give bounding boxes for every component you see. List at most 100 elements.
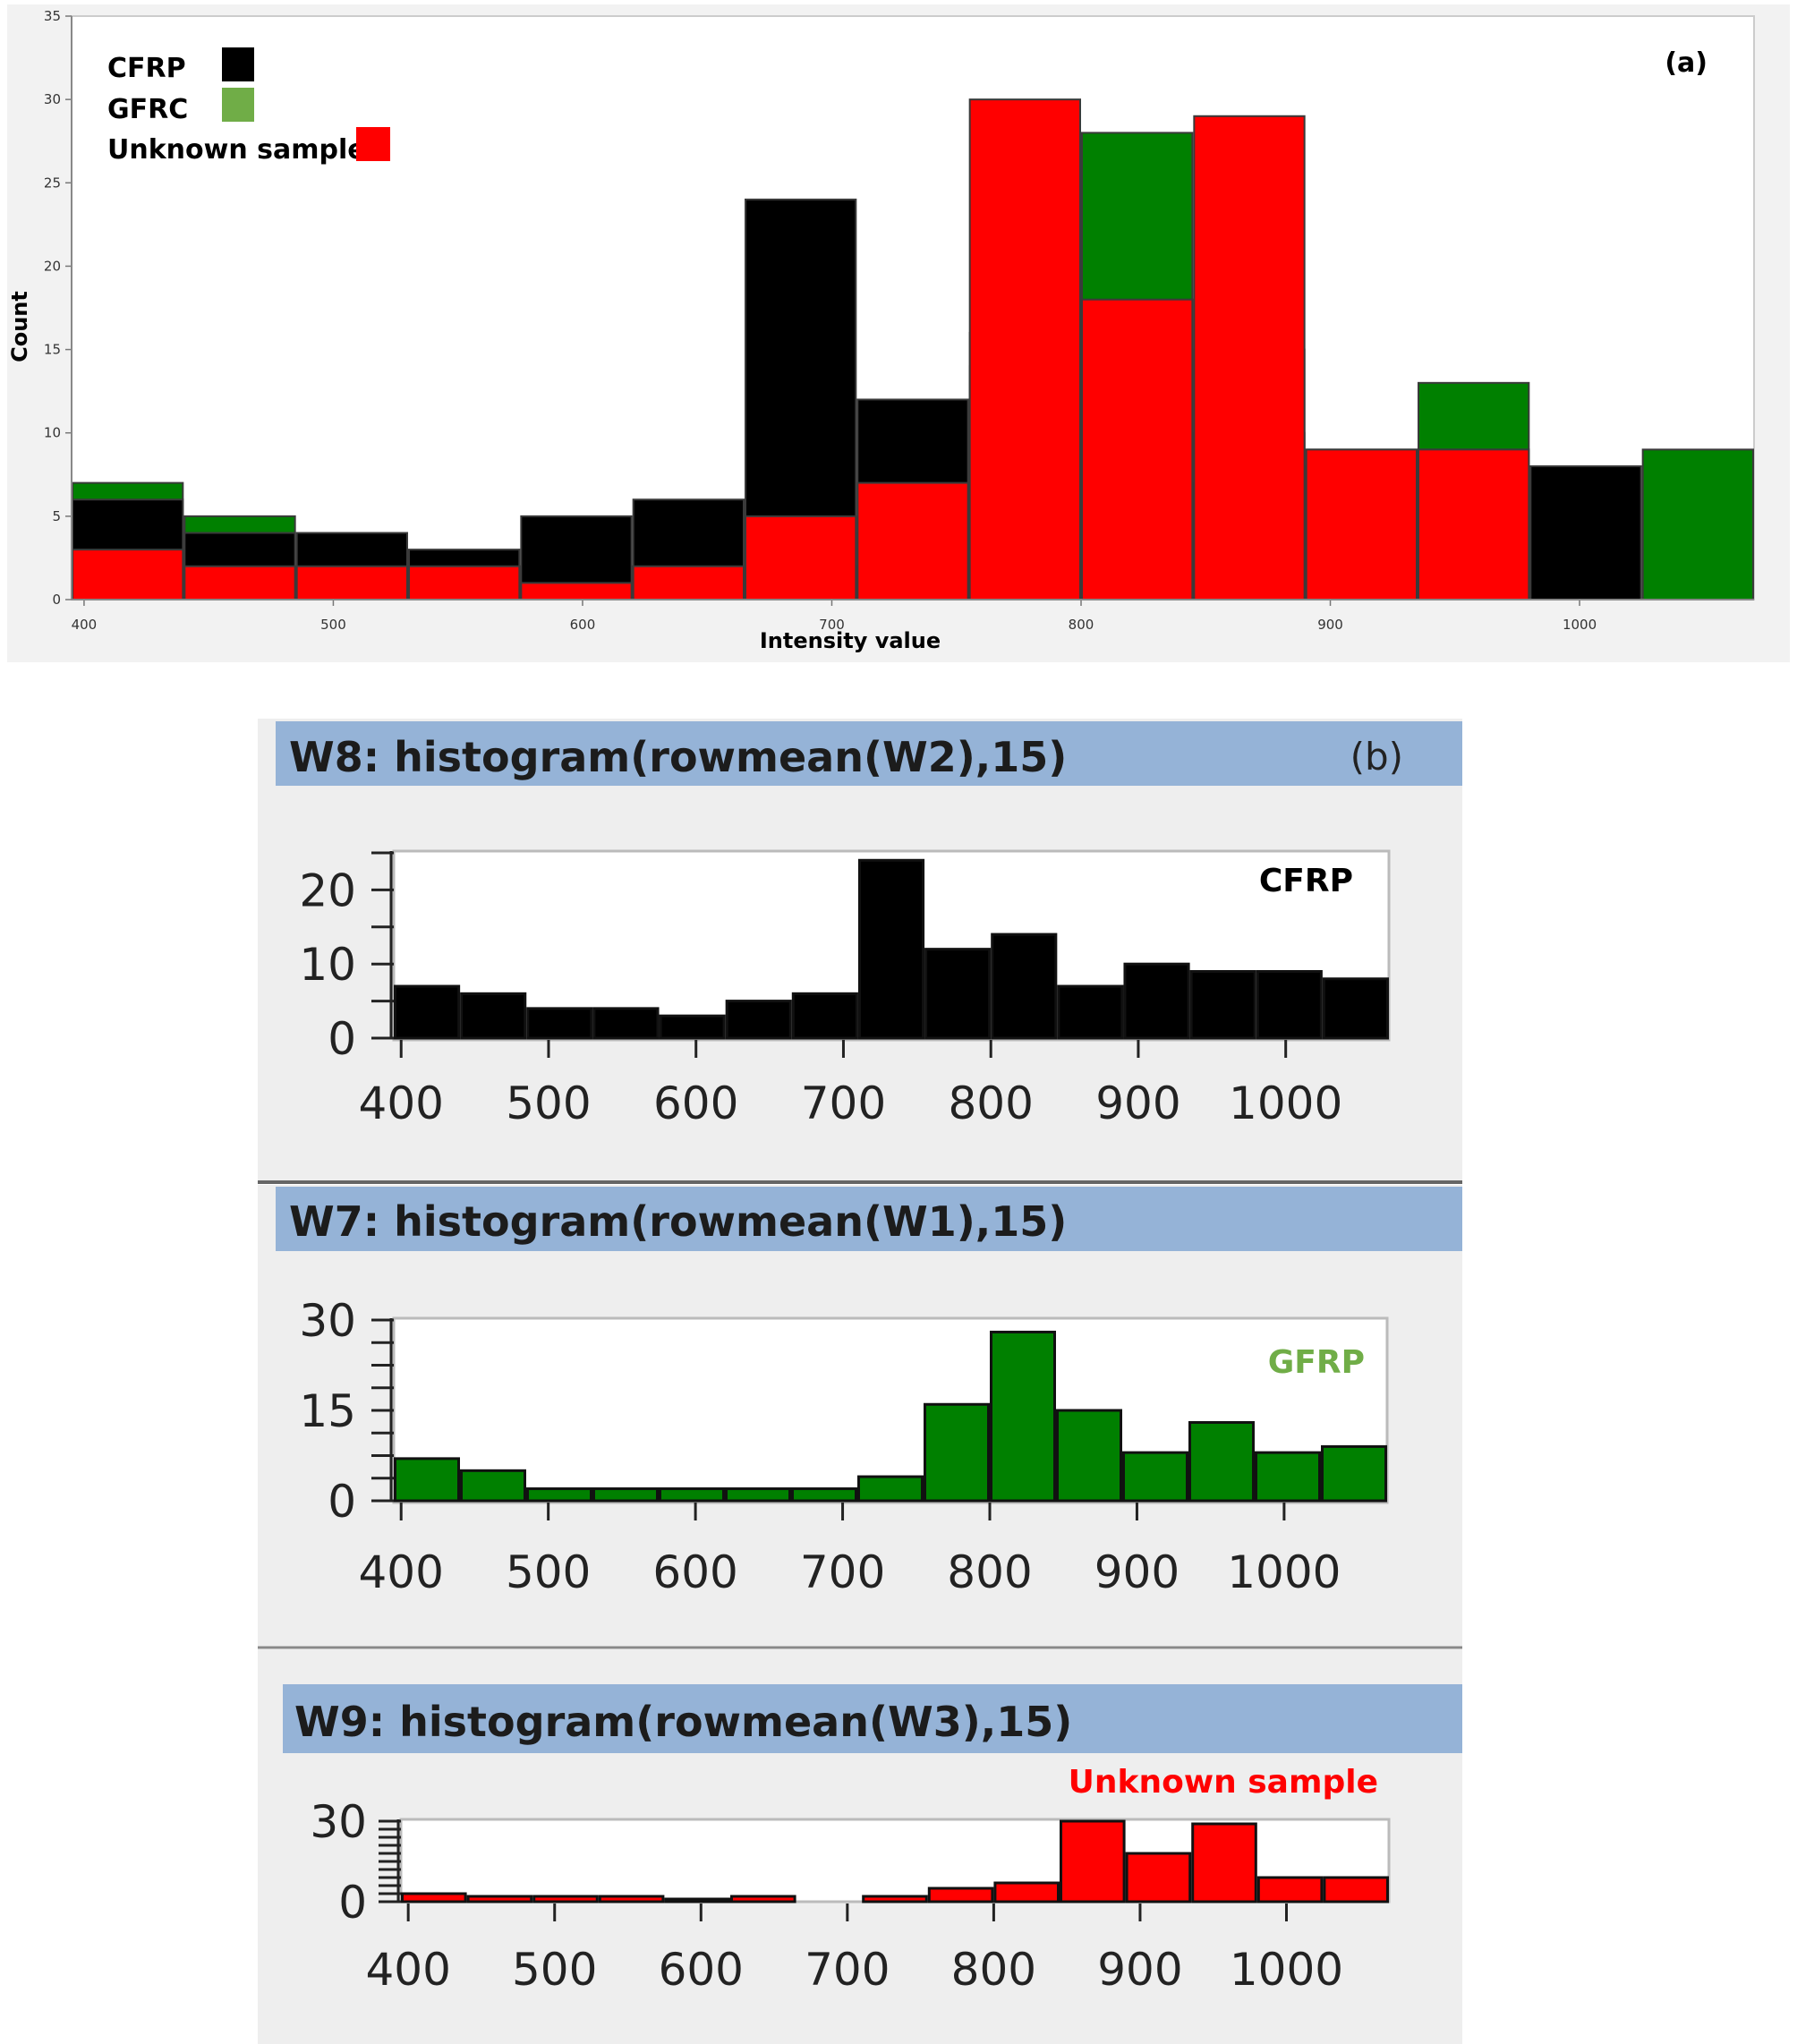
bar-w9-10 [1060, 1819, 1126, 1903]
bar-w9-7 [862, 1895, 928, 1903]
bar-w7-9 [990, 1330, 1056, 1503]
panel-w9-y-ticks: 0 30 [310, 1796, 401, 1929]
bar-a-unknown-sample-5 [632, 565, 745, 600]
panel-w7-title: W7: histogram(rowmean(W1),15) [289, 1197, 1067, 1246]
y-tick-label-w8-2: 20 [299, 864, 356, 916]
legend-label-unknown-sample: Unknown sample [107, 134, 366, 166]
bar-w9-13 [1256, 1876, 1324, 1903]
histogram-overlay-chart: 0 5 10 15 20 25 30 35 400 500 600 700 800 900 1000 In… [7, 4, 1790, 662]
x-tick-label-a-3: 700 [819, 617, 845, 633]
bar-w7-13 [1255, 1451, 1321, 1503]
legend-swatch-unknown-sample [356, 127, 390, 161]
bar-w8-8 [924, 948, 992, 1040]
bar-w8-4 [659, 1014, 726, 1040]
bar-w9-9 [993, 1881, 1060, 1903]
y-tick-label-w7-1: 15 [299, 1385, 356, 1437]
x-tick-label-w7-0: 400 [359, 1546, 444, 1598]
y-tick-label-w9-0: 0 [338, 1877, 367, 1929]
bar-a-unknown-sample-11 [1305, 448, 1418, 601]
x-tick-label-w7-2: 600 [652, 1546, 737, 1598]
panel-w9-series-label: Unknown sample [1069, 1764, 1378, 1801]
bar-w7-0 [394, 1457, 460, 1503]
x-tick-label-w8-5: 900 [1095, 1077, 1180, 1129]
panel-w7-x-ticks: 400 500 600 700 800 900 1000 [359, 1503, 1341, 1598]
y-tick-label-a-6: 30 [44, 91, 61, 107]
y-tick-label-a-2: 10 [44, 425, 61, 441]
bar-w8-10 [1057, 984, 1124, 1040]
y-tick-label-w7-0: 0 [328, 1476, 356, 1528]
bar-a-unknown-sample-4 [520, 582, 633, 600]
y-tick-label-a-3: 15 [44, 342, 61, 358]
chart-a-ylabel: Count [7, 291, 32, 362]
bar-a-unknown-sample-6 [745, 515, 857, 600]
x-tick-label-w8-1: 500 [506, 1077, 591, 1129]
x-tick-label-w7-3: 700 [800, 1546, 885, 1598]
chart-a-y-ticks: 0 5 10 15 20 25 30 35 [44, 8, 72, 608]
panel-w9-bars [401, 1819, 1390, 1903]
panel-w9: W9: histogram(rowmean(W3),15) Unknown sa… [258, 1649, 1462, 2044]
x-tick-label-a-0: 400 [72, 617, 98, 633]
chart-a-x-ticks: 400 500 600 700 800 900 1000 [72, 600, 1597, 633]
bar-w8-1 [460, 992, 527, 1040]
y-tick-label-a-0: 0 [52, 592, 61, 608]
bar-w9-14 [1323, 1876, 1390, 1903]
panel-b-tag: (b) [1350, 735, 1403, 779]
panel-w8-y-ticks: 0 10 20 [299, 851, 394, 1065]
x-tick-label-w7-4: 800 [947, 1546, 1032, 1598]
x-tick-label-w9-6: 1000 [1230, 1944, 1343, 1996]
bar-w9-5 [730, 1895, 796, 1903]
bar-w8-3 [592, 1007, 660, 1040]
legend-swatch-gfrc [222, 88, 254, 122]
x-tick-label-w8-3: 700 [801, 1077, 886, 1129]
chart-a-xlabel: Intensity value [760, 628, 941, 653]
x-tick-label-a-1: 500 [320, 617, 346, 633]
bar-a-unknown-sample-12 [1418, 448, 1530, 601]
bar-a-unknown-sample-2 [295, 565, 408, 600]
bar-w8-11 [1123, 962, 1190, 1040]
panel-w7-header [276, 1187, 1462, 1251]
x-tick-label-w8-6: 1000 [1229, 1077, 1342, 1129]
bar-w9-3 [598, 1895, 665, 1903]
bar-w9-12 [1191, 1822, 1257, 1903]
bar-a-unknown-sample-0 [72, 549, 184, 600]
panel-w8: W8: histogram(rowmean(W2),15) (b) 01020 … [258, 719, 1462, 1184]
bar-w7-3 [592, 1487, 659, 1503]
y-tick-label-a-7: 35 [44, 8, 61, 24]
y-tick-label-a-5: 25 [44, 175, 61, 191]
panel-w9-header [283, 1684, 1462, 1753]
x-tick-label-w7-1: 500 [506, 1546, 591, 1598]
bar-w7-4 [659, 1487, 725, 1503]
x-tick-label-w8-2: 600 [653, 1077, 738, 1129]
bar-a-cfrp-13 [1529, 464, 1642, 600]
x-tick-label-w8-0: 400 [359, 1077, 444, 1129]
panel-w8-header [276, 721, 1462, 786]
x-tick-label-w9-0: 400 [365, 1944, 450, 1996]
y-tick-label-a-1: 5 [52, 508, 61, 524]
bar-w7-8 [924, 1402, 990, 1503]
y-tick-label-w8-1: 10 [299, 939, 356, 991]
bar-w7-6 [791, 1487, 857, 1503]
panel-w7-bars [394, 1330, 1387, 1503]
x-tick-label-w8-4: 800 [948, 1077, 1033, 1129]
bar-w7-1 [460, 1469, 526, 1503]
bar-w8-5 [725, 1000, 792, 1040]
bar-a-unknown-sample-9 [1081, 298, 1194, 600]
bar-w7-12 [1188, 1420, 1255, 1503]
bar-w9-0 [401, 1892, 467, 1903]
bar-a-unknown-sample-8 [968, 98, 1081, 600]
bar-w7-10 [1056, 1409, 1122, 1503]
x-tick-label-w9-4: 800 [951, 1944, 1036, 1996]
y-tick-label-w9-1: 30 [310, 1796, 367, 1848]
bar-w9-2 [532, 1895, 599, 1903]
bar-w8-13 [1256, 969, 1323, 1040]
bar-a-unknown-sample-3 [408, 565, 521, 600]
x-tick-label-a-2: 600 [570, 617, 596, 633]
bar-a-unknown-sample-1 [183, 565, 296, 600]
x-tick-label-w9-5: 900 [1097, 1944, 1182, 1996]
legend-label-cfrp: CFRP [107, 53, 186, 84]
bar-a-unknown-sample-7 [856, 481, 969, 600]
bar-w9-1 [466, 1895, 533, 1903]
panel-w8-series-label: CFRP [1259, 863, 1353, 899]
bar-w7-2 [526, 1487, 592, 1503]
